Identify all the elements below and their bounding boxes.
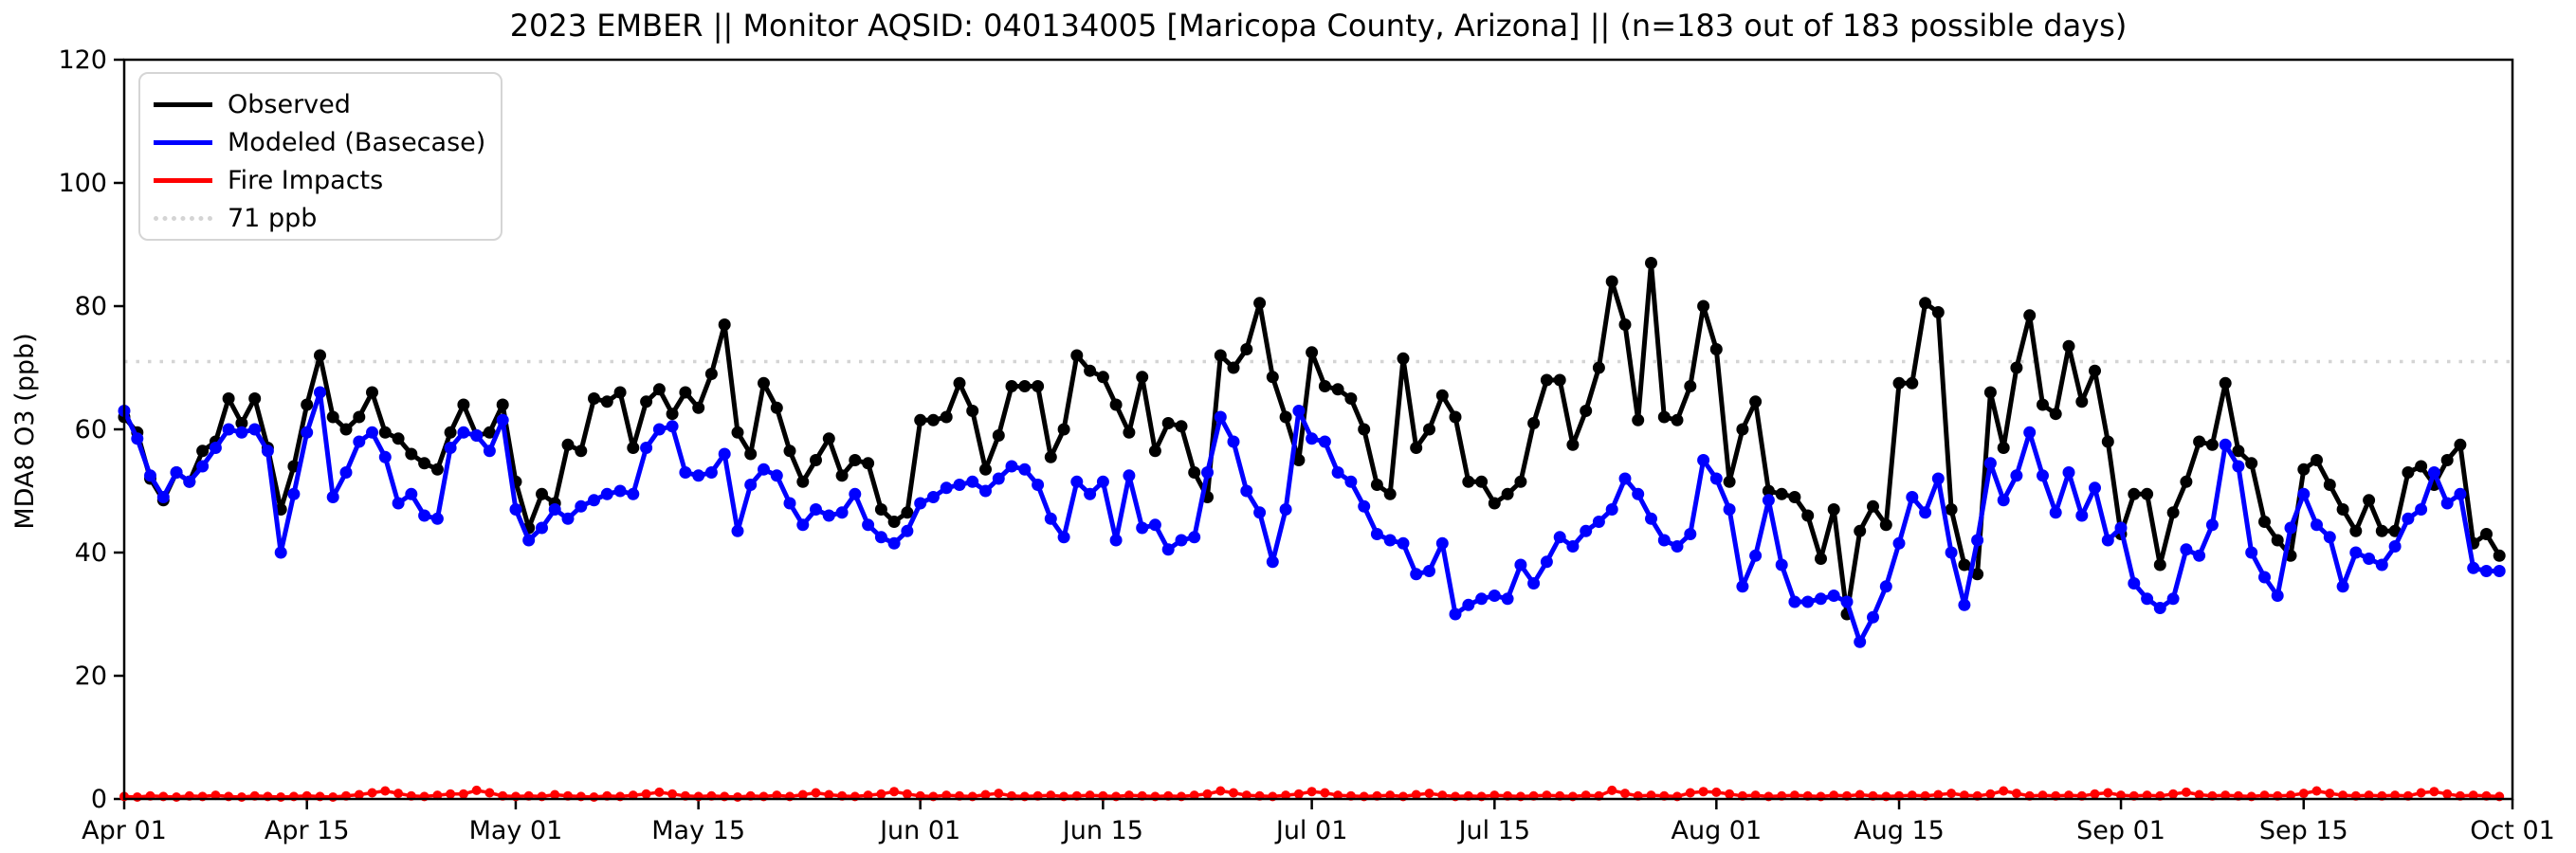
x-tick-label: Aug 15 [1854, 816, 1945, 845]
legend-row-observed: Observed [154, 85, 491, 123]
y-tick-label: 80 [75, 292, 107, 321]
series-modeled-basecase-line [121, 390, 2502, 644]
legend-swatch-threshold [154, 215, 212, 221]
chart-title: 2023 EMBER || Monitor AQSID: 040134005 [… [509, 8, 2128, 44]
plot-border [122, 58, 2514, 801]
y-tick-label: 40 [75, 538, 107, 568]
x-tick-label: Sep 01 [2076, 816, 2165, 845]
legend-swatch-observed [154, 101, 212, 107]
y-tick-label: 20 [75, 662, 107, 691]
x-tick-label: Jul 15 [1457, 816, 1531, 845]
series-observed [118, 257, 2506, 621]
x-tick-label: Apr 01 [82, 816, 167, 845]
legend-label-observed: Observed [228, 89, 351, 119]
legend-row-modeled: Modeled (Basecase) [154, 123, 491, 161]
y-tick-label: 120 [58, 45, 107, 75]
legend-swatch-fire [154, 177, 212, 183]
x-tick-label: Jun 15 [1061, 816, 1143, 845]
x-tick-label: Jul 01 [1274, 816, 1348, 845]
legend-swatch-modeled [154, 139, 212, 145]
axis-ticks: 0 20 40 60 80 100 120 Apr 01 Apr 15 May 01 May 15 J… [58, 45, 2554, 845]
legend-label-fire: Fire Impacts [228, 165, 384, 195]
x-tick-label: May 15 [651, 816, 745, 845]
x-tick-label: Jun 01 [878, 816, 960, 845]
legend-row-fire: Fire Impacts [154, 161, 491, 199]
series-modeled-basecase-markers [118, 386, 2506, 648]
series-modeled-basecase [118, 386, 2506, 648]
y-tick-label: 0 [91, 785, 107, 814]
x-tick-label: May 01 [469, 816, 563, 845]
y-tick-label: 100 [58, 169, 107, 198]
legend-box: Observed Modeled (Basecase) Fire Impacts… [138, 72, 502, 241]
x-tick-label: Aug 01 [1671, 816, 1762, 845]
y-axis-label: MDA8 O3 (ppb) [10, 333, 40, 530]
y-tick-label: 60 [75, 415, 107, 445]
legend-label-threshold: 71 ppb [228, 203, 318, 233]
x-tick-label: Oct 01 [2470, 816, 2555, 845]
x-tick-label: Sep 15 [2259, 816, 2348, 845]
x-tick-label: Apr 15 [265, 816, 350, 845]
legend-row-threshold: 71 ppb [154, 199, 491, 237]
series-observed-markers [118, 257, 2506, 621]
legend-label-modeled: Modeled (Basecase) [228, 127, 486, 157]
